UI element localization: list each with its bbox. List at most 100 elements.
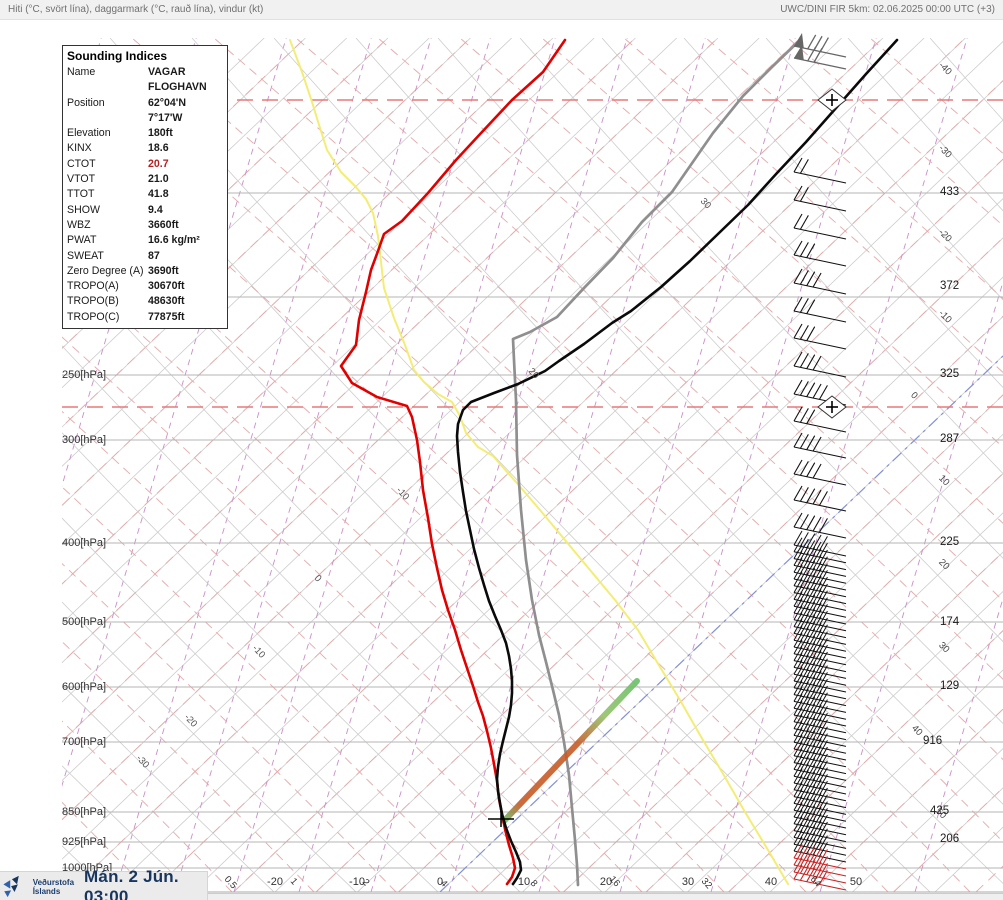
tropopause-marker-diamond: [817, 88, 847, 112]
wind-barb: [793, 653, 847, 679]
index-row: TROPO(A) 30670ft: [67, 279, 223, 294]
index-row: TROPO(C) 77875ft: [67, 310, 223, 325]
wind-barb: [793, 673, 847, 700]
index-row: TROPO(B) 48630ft: [67, 294, 223, 309]
background-grid: [62, 38, 1003, 892]
index-value: 62°04'N 7°17'W: [148, 96, 186, 124]
index-label: TROPO(B): [67, 295, 119, 308]
index-value: VAGAR FLOGHAVN: [148, 66, 207, 94]
wind-barb: [793, 213, 847, 240]
index-value: 21.0: [148, 173, 169, 186]
index-value: 180ft: [148, 127, 173, 140]
index-value: 9.4: [148, 203, 163, 216]
wind-barb: [793, 864, 847, 891]
index-row: Name VAGAR FLOGHAVN: [67, 65, 223, 96]
brand-line1: Veðurstofa: [32, 877, 75, 887]
wind-barb: [793, 432, 847, 459]
index-label: VTOT: [67, 173, 96, 186]
wind-barb: [793, 268, 847, 295]
header-bar: Hiti (°C, svört lína), daggarmark (°C, r…: [0, 0, 1003, 20]
wind-barb: [793, 512, 847, 539]
tropopause-marker-diamond: [817, 395, 847, 419]
gray-reference-curve: [511, 38, 802, 887]
wind-barb: [793, 157, 847, 184]
index-label: Position: [67, 96, 105, 109]
index-value: 16.6 kg/m²: [148, 234, 200, 247]
index-label: SHOW: [67, 203, 100, 216]
index-value: 77875ft: [148, 310, 185, 323]
valid-time-label: Mán. 2 Jún. 03:00: [84, 866, 179, 900]
wind-barb: [793, 537, 847, 564]
wind-barb: [793, 459, 847, 486]
index-label: Elevation: [67, 127, 111, 140]
wind-barb: [793, 557, 847, 584]
index-row: WBZ 3660ft: [67, 218, 223, 233]
wind-barb: [793, 741, 847, 768]
index-row: SHOW 9.4: [67, 203, 223, 218]
wind-barb: [793, 680, 847, 707]
wind-barb: [793, 585, 847, 611]
wind-barb: [793, 323, 847, 350]
brand-text: Veðurstofa Íslands: [33, 878, 74, 896]
index-label: KINX: [67, 142, 92, 155]
index-label: WBZ: [67, 218, 91, 231]
wind-barb-column: [793, 33, 847, 891]
index-row: Zero Degree (A) 3690ft: [67, 264, 223, 279]
wind-barb: [793, 857, 847, 884]
zero-isotherm-line: [439, 355, 1003, 892]
index-value: 3690ft: [148, 264, 179, 277]
wind-barb: [793, 406, 847, 433]
wind-barb: [793, 351, 847, 378]
wind-barb: [793, 485, 847, 512]
footer-bar: Veðurstofa Íslands Mán. 2 Jún. 03:00: [0, 867, 208, 900]
index-row: TTOT 41.8: [67, 187, 223, 202]
index-row: SWEAT 87: [67, 249, 223, 264]
surface-parcel-cross: [488, 811, 514, 827]
wind-barb: [793, 185, 847, 212]
indices-table: Name VAGAR FLOGHAVN Position 62°04'N 7°17'W…: [67, 65, 223, 325]
header-model-run-text: UWC/DINI FIR 5km: 02.06.2025 00:00 UTC (…: [780, 4, 995, 15]
index-label: Zero Degree (A): [67, 264, 144, 277]
index-row: Elevation 180ft: [67, 126, 223, 141]
index-label: Name: [67, 66, 96, 78]
index-label: SWEAT: [67, 249, 104, 262]
wind-barb: [793, 296, 847, 323]
wind-barb: [793, 564, 847, 591]
index-label: TTOT: [67, 188, 95, 201]
index-label: CTOT: [67, 157, 96, 170]
index-value: 3660ft: [148, 218, 179, 231]
wind-barb: [793, 707, 847, 734]
wind-barb: [793, 666, 847, 693]
brand-line2: Íslands: [32, 886, 61, 896]
index-value: 48630ft: [148, 295, 185, 308]
index-label: PWAT: [67, 234, 97, 247]
indices-panel-title: Sounding Indices: [67, 49, 168, 63]
index-row: Position 62°04'N 7°17'W: [67, 96, 223, 127]
index-row: VTOT 21.0: [67, 172, 223, 187]
bottom-strip: [0, 893, 1003, 900]
index-label: TROPO(A): [67, 280, 119, 293]
index-row: KINX 18.6: [67, 141, 223, 156]
index-value: 30670ft: [148, 280, 185, 293]
index-value: 18.6: [148, 142, 169, 155]
sounding-indices-panel: Sounding Indices Name VAGAR FLOGHAVN Posit…: [62, 45, 228, 330]
parcel-path-segment: [501, 678, 640, 824]
index-value: 20.7: [148, 157, 169, 170]
wind-barb: [793, 240, 847, 267]
temperature-curve: [455, 38, 899, 886]
index-value: 41.8: [148, 188, 169, 201]
index-row: CTOT 20.7: [67, 157, 223, 172]
index-label: TROPO(C): [67, 310, 120, 323]
yellow-reference-curve: [289, 39, 789, 885]
wind-barb: [793, 619, 847, 645]
wind-barb: [793, 45, 847, 70]
index-row: PWAT 16.6 kg/m²: [67, 233, 223, 248]
index-value: 87: [148, 249, 160, 262]
wind-barb: [793, 605, 847, 632]
header-legend-text: Hiti (°C, svört lína), daggarmark (°C, r…: [8, 4, 264, 15]
met-office-logo: [3, 875, 19, 898]
wind-barb: [793, 700, 847, 727]
